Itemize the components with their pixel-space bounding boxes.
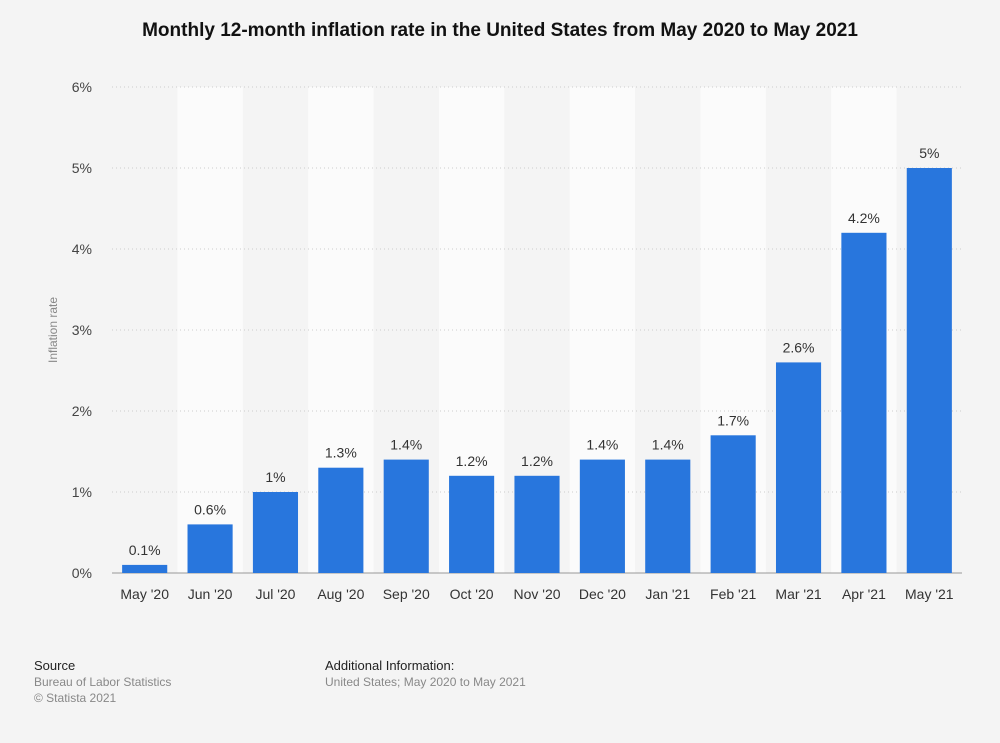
x-tick-label: May '21 (905, 586, 954, 602)
data-label: 1.2% (456, 453, 488, 469)
x-tick-label: Oct '20 (450, 586, 494, 602)
bar-chart: 0% 1% 2% 3% 4% 5% 6% 0.1% 0.6% 1% 1.3% 1.4% 1.2% 1.2… (46, 79, 962, 602)
data-label: 1.7% (717, 412, 749, 428)
x-tick-label: Aug '20 (317, 586, 364, 602)
x-tick-label: Feb '21 (710, 586, 756, 602)
x-tick-label: Sep '20 (383, 586, 430, 602)
data-label: 1.2% (521, 453, 553, 469)
x-tick-label: Nov '20 (513, 586, 560, 602)
y-tick-label: 3% (72, 322, 92, 338)
source-block: Source Bureau of Labor Statistics © Stat… (34, 658, 171, 706)
x-tick-label: Jan '21 (645, 586, 690, 602)
y-axis-label: Inflation rate (46, 297, 60, 363)
additional-info-line: United States; May 2020 to May 2021 (325, 675, 526, 689)
bars (122, 168, 952, 574)
x-tick-label: Jul '20 (255, 586, 295, 602)
x-tick-label: Mar '21 (775, 586, 821, 602)
bar[interactable] (514, 475, 560, 573)
x-axis-ticks: May '20 Jun '20 Jul '20 Aug '20 Sep '20 Oct '… (120, 586, 953, 602)
source-line: Bureau of Labor Statistics (34, 675, 172, 689)
y-tick-label: 5% (72, 160, 92, 176)
bar[interactable] (383, 459, 429, 573)
bar[interactable] (122, 564, 168, 573)
x-tick-label: May '20 (120, 586, 169, 602)
data-label: 2.6% (783, 339, 815, 355)
bar[interactable] (841, 232, 887, 574)
x-tick-label: Jun '20 (188, 586, 233, 602)
source-heading: Source (34, 658, 76, 673)
y-tick-label: 4% (72, 241, 92, 257)
data-label: 1.3% (325, 445, 357, 461)
x-tick-label: Dec '20 (579, 586, 626, 602)
bar[interactable] (710, 435, 756, 573)
y-tick-label: 0% (72, 565, 92, 581)
additional-info-block: Additional Information: United States; M… (325, 658, 526, 690)
bar[interactable] (449, 475, 495, 573)
bar[interactable] (579, 459, 625, 573)
data-label: 4.2% (848, 210, 880, 226)
data-label: 1.4% (390, 437, 422, 453)
copyright-line: © Statista 2021 (34, 691, 117, 705)
data-label: 0.1% (129, 542, 161, 558)
chart-title: Monthly 12-month inflation rate in the U… (142, 20, 858, 41)
bar[interactable] (775, 362, 822, 573)
data-label: 1.4% (652, 437, 684, 453)
y-tick-label: 2% (72, 403, 92, 419)
y-tick-label: 1% (72, 484, 92, 500)
y-axis-ticks: 0% 1% 2% 3% 4% 5% 6% (72, 79, 92, 581)
data-labels: 0.1% 0.6% 1% 1.3% 1.4% 1.2% 1.2% 1.4% 1.4% 1.7% 2.… (129, 145, 940, 558)
bar[interactable] (187, 524, 233, 573)
bar[interactable] (645, 459, 691, 573)
data-label: 1% (265, 469, 285, 485)
bar[interactable] (318, 467, 364, 573)
additional-info-heading: Additional Information: (325, 658, 455, 673)
y-tick-label: 6% (72, 79, 92, 95)
bar[interactable] (906, 168, 952, 573)
data-label: 5% (919, 145, 939, 161)
bar[interactable] (252, 492, 299, 573)
data-label: 0.6% (194, 501, 226, 517)
data-label: 1.4% (586, 437, 618, 453)
x-tick-label: Apr '21 (842, 586, 886, 602)
